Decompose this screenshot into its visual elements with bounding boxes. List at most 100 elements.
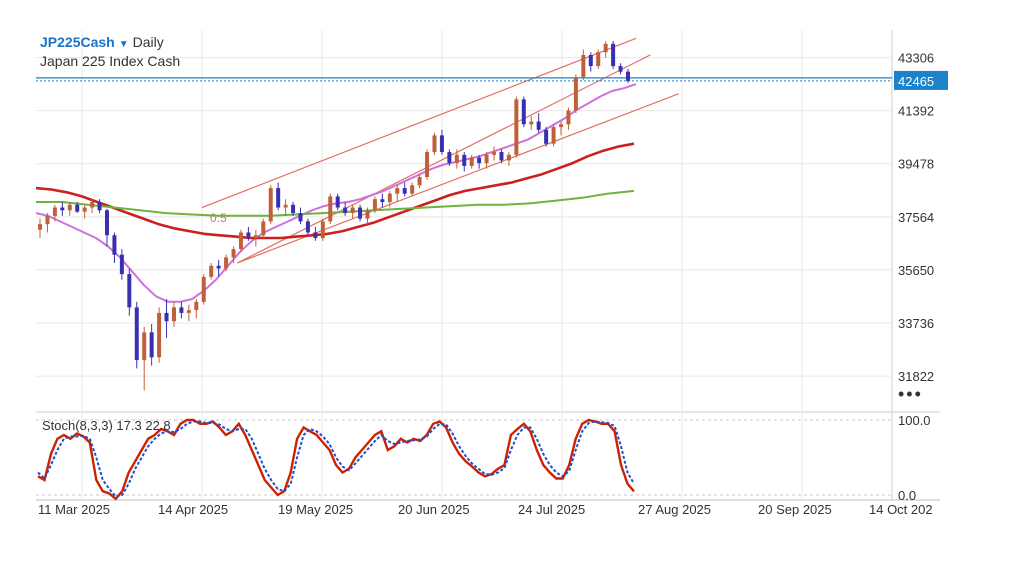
candle-body [477, 158, 481, 164]
candle-body [217, 266, 221, 269]
stoch-y-tick: 0.0 [898, 488, 916, 503]
candle-body [365, 210, 369, 218]
y-tick-label: 41392 [898, 104, 934, 119]
x-tick-label: 19 May 2025 [278, 502, 353, 517]
candle-body [127, 274, 131, 307]
candle-body [522, 99, 526, 124]
candle-body [581, 55, 585, 77]
candle-body [507, 155, 511, 161]
candle-body [187, 310, 191, 313]
more-options-icon[interactable]: ••• [898, 384, 923, 405]
candle-body [306, 221, 310, 232]
x-tick-label: 14 Apr 2025 [158, 502, 228, 517]
candle-body [485, 155, 489, 163]
candle-body [38, 224, 42, 230]
stoch-indicator-label[interactable]: Stoch(8,3,3) 17.3 22.8 [42, 418, 171, 433]
y-tick-label: 37564 [898, 210, 934, 225]
candle-body [395, 188, 399, 194]
candle-body [224, 257, 228, 268]
grid [36, 30, 940, 500]
candle-body [45, 216, 49, 224]
chart-header: JP225Cash ▼ Daily [40, 34, 164, 50]
candle-body [388, 194, 392, 202]
ma_mid-line [36, 144, 634, 238]
axes: 43306 41392 39478 37564 35650 33736 31822 11 Ma… [38, 51, 948, 517]
channel-annotation: 0.5 [210, 211, 227, 225]
candle-body [172, 307, 176, 321]
candle-body [284, 205, 288, 208]
channel-line [237, 94, 678, 263]
candle-body [358, 208, 362, 219]
ma_fast-line [36, 84, 636, 302]
candle-body [447, 152, 451, 163]
candle-body [604, 44, 608, 52]
candle-body [90, 202, 94, 208]
candle-body [432, 135, 436, 152]
candle-body [455, 155, 459, 163]
candle-body [68, 205, 72, 211]
chevron-down-icon[interactable]: ▼ [119, 39, 129, 50]
candle-body [135, 307, 139, 360]
candle-body [440, 135, 444, 152]
candle-body [321, 221, 325, 238]
candle-body [53, 208, 57, 216]
candle-body [112, 235, 116, 254]
candle-body [425, 152, 429, 177]
candle-body [194, 302, 198, 310]
candle-body [499, 152, 503, 160]
candle-body [202, 277, 206, 302]
candle-body [239, 232, 243, 249]
candle-body [403, 188, 407, 194]
symbol-label[interactable]: JP225Cash [40, 34, 115, 50]
candle-body [269, 188, 273, 221]
candle-body [552, 127, 556, 144]
timeframe-label[interactable]: Daily [133, 34, 164, 50]
candle-body [351, 208, 355, 214]
candle-body [261, 221, 265, 235]
candle-body [380, 199, 384, 202]
candle-body [336, 196, 340, 207]
candle-body [566, 110, 570, 124]
candle-body [105, 210, 109, 235]
candle-body [276, 188, 280, 207]
last-price-label: 42465 [898, 74, 934, 89]
candle-body [313, 232, 317, 238]
x-tick-label: 11 Mar 2025 [38, 502, 110, 517]
x-tick-label: 27 Aug 2025 [638, 502, 711, 517]
candle-body [492, 152, 496, 155]
candle-body [418, 177, 422, 185]
candle-body [611, 44, 615, 66]
candle-body [462, 155, 466, 166]
candle-body [559, 124, 563, 127]
candlesticks[interactable] [38, 41, 630, 390]
stoch-y-tick: 100.0 [898, 413, 931, 428]
candle-body [179, 307, 183, 313]
y-tick-label: 39478 [898, 157, 934, 172]
y-tick-label: 35650 [898, 263, 934, 278]
candle-body [83, 208, 87, 212]
candle-body [529, 122, 533, 125]
x-tick-label: 14 Oct 202 [869, 502, 933, 517]
candle-body [596, 52, 600, 66]
candle-body [165, 313, 169, 321]
candle-body [60, 208, 64, 211]
chart-canvas: 0.5 43306 41392 39478 37564 35650 33736 31822 1… [0, 0, 1024, 576]
candle-body [626, 72, 630, 81]
moving-averages [36, 78, 892, 302]
candle-body [537, 122, 541, 130]
candle-body [589, 55, 593, 66]
candle-body [75, 205, 79, 212]
candle-body [98, 202, 102, 210]
candle-body [209, 266, 213, 277]
y-tick-label: 31822 [898, 369, 934, 384]
instrument-name: Japan 225 Index Cash [40, 53, 180, 69]
y-tick-label: 33736 [898, 316, 934, 331]
candle-body [574, 77, 578, 110]
candle-body [544, 130, 548, 144]
candle-body [373, 199, 377, 210]
candle-body [619, 66, 623, 72]
x-tick-label: 20 Jun 2025 [398, 502, 470, 517]
y-tick-label: 43306 [898, 51, 934, 66]
candle-body [246, 232, 250, 238]
candle-body [299, 213, 303, 221]
